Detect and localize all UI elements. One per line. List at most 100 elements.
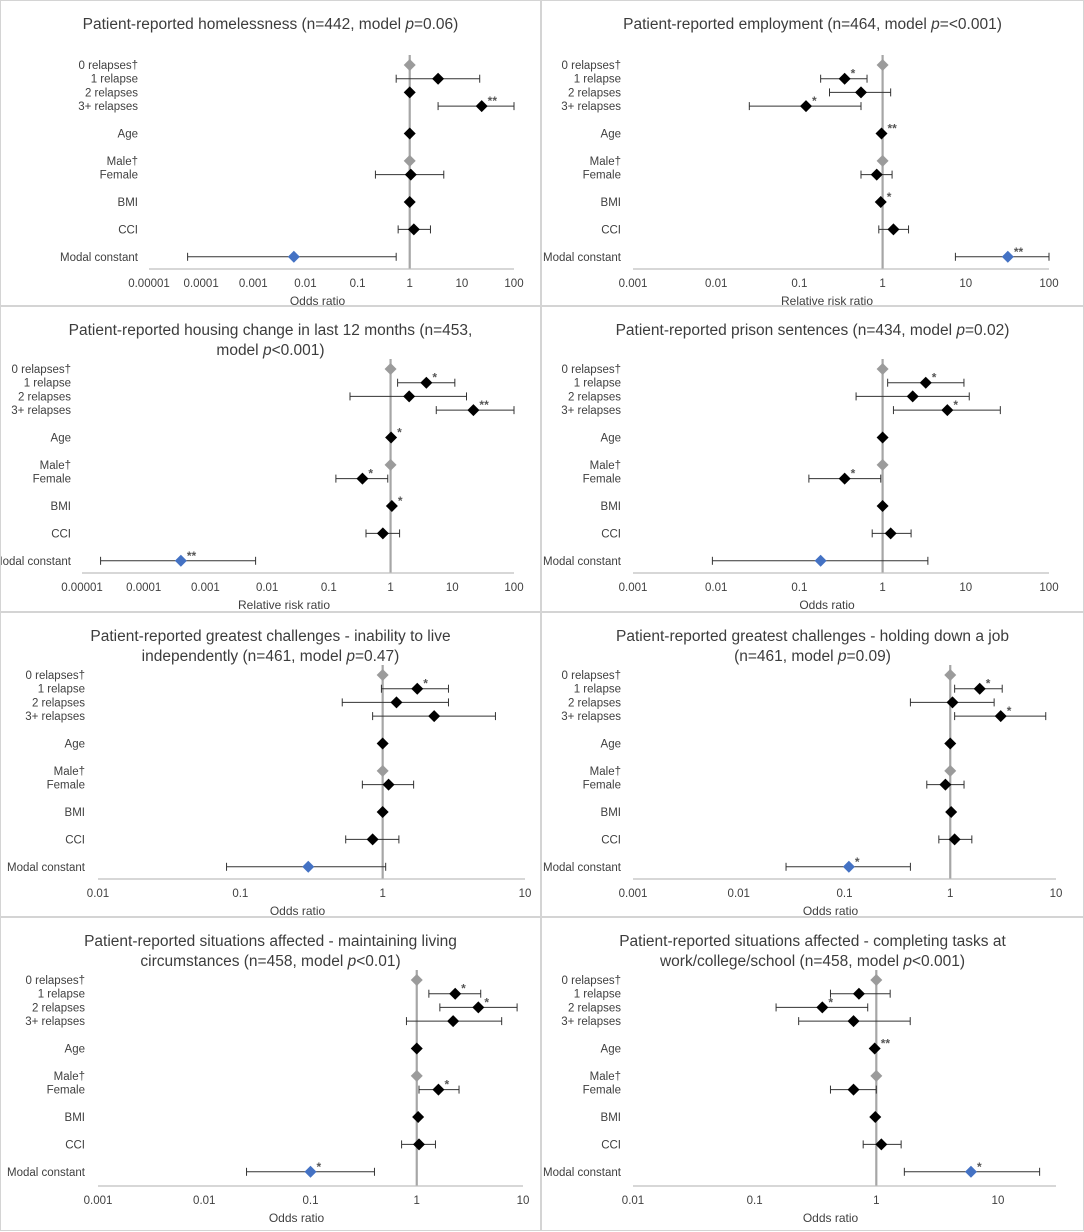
constant-marker: [842, 860, 855, 873]
significance-label: *: [444, 1078, 449, 1092]
panel-completing-tasks: Patient-reported situations affected - c…: [541, 917, 1084, 1231]
row-label: Male†: [54, 1071, 85, 1083]
tick-label: 0.00001: [61, 582, 103, 594]
row-label: 3+ relapses: [78, 101, 138, 113]
row-label: 1 relapse: [574, 684, 621, 696]
forest-row: 3+ relapses **: [11, 398, 515, 417]
row-label: 2 relapses: [568, 697, 621, 709]
forest-row: Female *: [33, 467, 389, 486]
estimate-marker: [428, 710, 441, 723]
row-label: Female: [583, 1085, 621, 1097]
row-label: 3+ relapses: [561, 711, 621, 723]
tick-label: 0.01: [87, 888, 109, 900]
forest-row: Age: [65, 737, 389, 751]
forest-row: 3+ relapses: [25, 710, 496, 723]
row-label: Female: [583, 170, 621, 182]
forest-row: 2 relapses: [32, 696, 449, 709]
row-label: 1 relapse: [574, 989, 621, 1001]
forest-row: 2 relapses *: [568, 995, 869, 1014]
row-label: 3+ relapses: [561, 405, 621, 417]
estimate-marker: [973, 682, 986, 695]
forest-row: BMI: [601, 1111, 882, 1124]
estimate-marker: [382, 778, 395, 791]
tick-label: 10: [959, 278, 972, 290]
forest-row: 1 relapse *: [24, 371, 456, 390]
significance-label: *: [397, 426, 402, 440]
estimate-marker: [475, 100, 488, 113]
forest-plot: 0.001 0.01 0.1 1 10 100 Relative risk ratio 0 r…: [543, 55, 1059, 307]
significance-label: *: [932, 371, 937, 385]
significance-label: **: [488, 94, 498, 108]
estimate-marker: [847, 1015, 860, 1028]
row-label: Male†: [107, 156, 138, 168]
row-label: Modal constant: [7, 1167, 86, 1179]
tick-label: 0.1: [232, 888, 248, 900]
forest-row: 3+ relapses *: [561, 398, 1001, 417]
panel-prison-sentences: Patient-reported prison sentences (n=434…: [541, 306, 1084, 612]
row-label: Modal constant: [1, 556, 72, 568]
estimate-marker: [449, 987, 462, 1000]
forest-row: BMI: [65, 806, 389, 819]
estimate-marker: [385, 500, 398, 512]
row-label: 1 relapse: [38, 989, 85, 1001]
tick-label: 100: [1039, 278, 1058, 290]
forest-row: Age: [118, 127, 416, 141]
estimate-marker: [403, 86, 416, 99]
forest-row: Female: [47, 778, 415, 792]
estimate-marker: [410, 1042, 423, 1055]
forest-row: Age *: [51, 426, 403, 445]
row-label: CCI: [601, 834, 621, 846]
row-label: Age: [65, 1044, 85, 1056]
estimate-marker: [875, 127, 888, 140]
estimate-marker: [432, 72, 445, 85]
row-label: Male†: [40, 460, 71, 472]
panel-title: Patient-reported employment (n=464, mode…: [623, 16, 1002, 33]
tick-label: 10: [1050, 888, 1063, 900]
row-label: CCI: [601, 224, 621, 236]
forest-row: 2 relapses: [568, 696, 995, 709]
row-label: 1 relapse: [574, 378, 621, 390]
tick-label: 0.1: [321, 582, 337, 594]
forest-row: BMI: [118, 196, 416, 209]
constant-marker: [287, 250, 300, 263]
estimate-marker: [838, 472, 851, 485]
forest-row: Modal constant **: [1, 549, 257, 568]
x-axis-label: Odds ratio: [799, 598, 855, 612]
estimate-marker: [870, 168, 883, 181]
tick-label: 10: [992, 1195, 1005, 1207]
forest-row: Age: [601, 737, 957, 751]
tick-label: 1: [947, 888, 953, 900]
forest-row: Modal constant *: [543, 855, 911, 874]
panel-title: Patient-reported greatest challenges - i…: [90, 628, 451, 665]
estimate-marker: [403, 390, 416, 403]
tick-label: 100: [504, 582, 523, 594]
reference-marker: [410, 1069, 423, 1082]
row-label: 2 relapses: [32, 697, 85, 709]
row-label: 0 relapses†: [562, 364, 621, 376]
row-label: 2 relapses: [32, 1002, 85, 1014]
reference-marker: [403, 59, 416, 71]
row-label: Male†: [590, 766, 621, 778]
constant-marker: [964, 1165, 977, 1178]
estimate-marker: [472, 1001, 485, 1014]
forest-row: Female *: [583, 467, 882, 486]
row-label: Modal constant: [543, 862, 622, 874]
row-label: Age: [65, 739, 85, 751]
estimate-marker: [404, 168, 417, 181]
significance-label: **: [881, 1037, 891, 1051]
row-label: 3+ relapses: [25, 1016, 85, 1028]
row-label: Female: [47, 1085, 85, 1097]
tick-label: 0.1: [350, 278, 366, 290]
row-label: 2 relapses: [85, 87, 138, 99]
x-axis-label: Relative risk ratio: [781, 294, 873, 307]
row-label: Male†: [590, 460, 621, 472]
tick-label: 0.00001: [128, 278, 170, 290]
forest-row: CCI: [51, 527, 401, 540]
forest-row: Male†: [54, 764, 389, 778]
row-label: Female: [100, 170, 138, 182]
constant-marker: [302, 860, 315, 873]
significance-label: *: [855, 855, 860, 869]
panel-title: Patient-reported prison sentences (n=434…: [615, 322, 1010, 339]
estimate-marker: [412, 1111, 425, 1123]
